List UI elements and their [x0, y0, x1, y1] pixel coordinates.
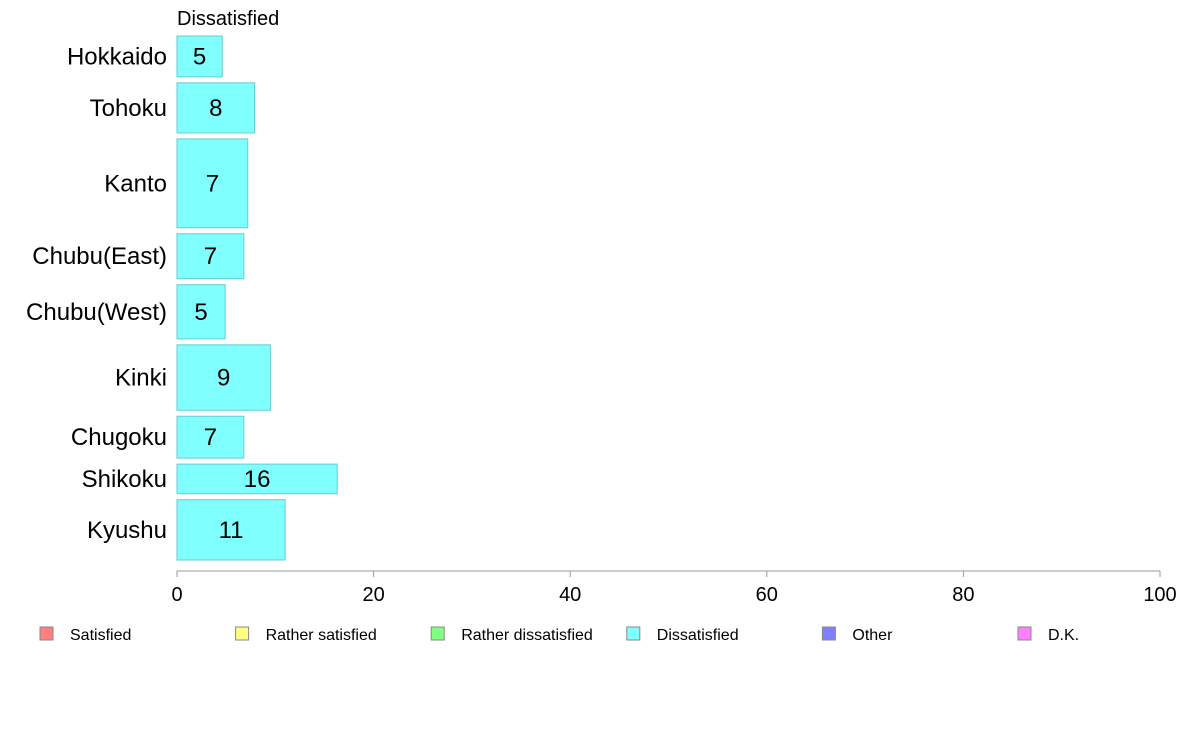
category-label: Shikoku	[82, 466, 167, 493]
category-label: Tohoku	[90, 95, 167, 122]
bar-value-label: 7	[204, 424, 217, 451]
bar-kyushu	[176, 499, 286, 561]
bar-value-label: 8	[209, 95, 222, 122]
x-tick-label: 40	[559, 584, 581, 606]
bar-kanto	[176, 138, 249, 229]
legend-swatch	[39, 626, 54, 641]
bar-tohoku	[176, 82, 256, 134]
bar-value-label: 16	[244, 466, 271, 493]
bar-chubu-west	[176, 284, 226, 340]
x-tick-label: 20	[362, 584, 384, 606]
legend-label: Satisfied	[70, 627, 131, 644]
x-axis: 0 20 40 60 80 100	[171, 570, 1177, 606]
x-tick-label: 60	[756, 584, 778, 606]
bar-value-label: 5	[193, 43, 206, 70]
category-label: Kyushu	[87, 517, 167, 544]
legend-swatch	[821, 626, 836, 641]
category-labels: Hokkaido Tohoku Kanto Chubu(East) Chubu(West…	[26, 43, 167, 543]
category-label: Kinki	[115, 365, 167, 392]
x-tick-label: 80	[952, 584, 974, 606]
category-label: Chubu(West)	[26, 299, 167, 326]
category-label: Hokkaido	[67, 43, 167, 70]
legend-label: Other	[852, 627, 893, 644]
category-label: Kanto	[104, 170, 167, 197]
legend-label: Dissatisfied	[657, 627, 739, 644]
x-tick-label: 100	[1143, 584, 1176, 606]
bar-value-label: 7	[206, 170, 219, 197]
category-label: Chubu(East)	[32, 243, 167, 270]
bar-chubu-east	[176, 233, 245, 280]
bar-chugoku	[176, 415, 245, 459]
bar-value-label: 11	[219, 517, 244, 544]
bar-shikoku	[176, 463, 338, 495]
legend-swatch	[430, 626, 445, 641]
legend-swatch	[1017, 626, 1032, 641]
chart-title: Dissatisfied	[177, 8, 279, 30]
bar-value-label: 9	[217, 365, 230, 392]
legend-label: Rather dissatisfied	[461, 627, 593, 644]
legend-label: D.K.	[1048, 627, 1079, 644]
bar-hokkaido	[176, 35, 223, 78]
legend-label: Rather satisfied	[266, 627, 377, 644]
legend-swatch	[235, 626, 250, 641]
bar-kinki	[176, 344, 271, 411]
legend: Satisfied Rather satisfied Rather dissatis…	[39, 626, 1079, 644]
legend-swatch	[626, 626, 641, 641]
bar-value-label: 5	[194, 299, 207, 326]
x-tick-label: 0	[171, 584, 182, 606]
category-label: Chugoku	[71, 424, 167, 451]
bar-value-label: 7	[204, 243, 217, 270]
